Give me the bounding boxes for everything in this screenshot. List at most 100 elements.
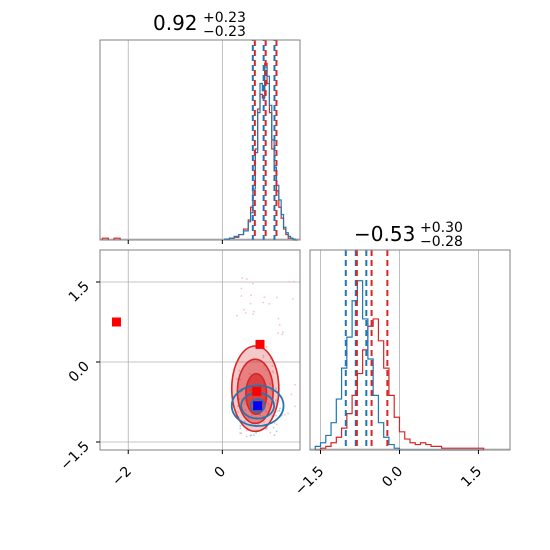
- sample-point-a: [250, 434, 253, 437]
- sample-point-b: [243, 399, 246, 402]
- sample-point-a: [275, 414, 277, 417]
- title-param1-median: 0.92: [153, 11, 198, 35]
- contour-a-level-1: [230, 384, 285, 427]
- sample-point-b: [271, 365, 274, 367]
- sample-point-a: [243, 420, 246, 423]
- tick-label-x-param1: −2: [109, 464, 135, 490]
- sample-point-b: [292, 298, 295, 300]
- sample-point-a: [250, 414, 253, 417]
- sample-point-a: [278, 409, 281, 412]
- sample-point-a: [265, 427, 268, 430]
- histogram-param2-panel: −1.5 0.0 1.5: [292, 249, 511, 499]
- sample-point-a: [243, 402, 246, 405]
- sample-point-b: [263, 365, 265, 368]
- tick-label-x-param2: 1.5: [458, 464, 485, 491]
- sample-point-b: [275, 296, 278, 299]
- sample-point-b: [277, 317, 280, 320]
- title-param2-plus: +0.30: [420, 220, 463, 236]
- sample-point-b: [252, 310, 255, 313]
- sample-point-b: [250, 294, 252, 297]
- histogram-param1-panel: [99, 39, 301, 244]
- sample-point-a: [236, 405, 239, 408]
- sample-point-b: [262, 354, 265, 357]
- tick-label-y-param2: −1.5: [57, 439, 92, 474]
- sample-point-b: [263, 421, 265, 424]
- sample-point-b: [252, 313, 254, 315]
- sample-point-b: [237, 411, 239, 413]
- sample-point-a: [275, 430, 278, 433]
- tick-label-y-param2: 0.0: [66, 359, 93, 386]
- sample-point-b: [268, 302, 271, 305]
- sample-point-b: [290, 393, 293, 396]
- hist1-frame: [99, 39, 301, 241]
- sample-point-a: [247, 417, 250, 420]
- sample-point-a: [255, 431, 258, 434]
- sample-point-b: [278, 324, 281, 326]
- sample-point-a: [239, 425, 242, 427]
- tick-label-x-param2: −1.5: [292, 464, 327, 499]
- sample-point-b: [235, 378, 238, 381]
- sample-point-b: [276, 410, 279, 413]
- sample-point-a: [273, 434, 276, 437]
- sample-point-b: [249, 302, 252, 305]
- histogram-param1-outlier-bin: [101, 237, 109, 240]
- sample-point-b: [240, 295, 243, 297]
- sample-point-b: [243, 308, 246, 311]
- sample-point-b: [264, 369, 267, 372]
- sample-point-b: [251, 282, 254, 285]
- marker-square-red: [252, 386, 262, 396]
- sample-point-b: [240, 287, 243, 290]
- sample-point-a: [244, 409, 247, 411]
- marker-square-red: [111, 317, 121, 327]
- sample-point-b: [281, 333, 284, 336]
- histogram-param2-series-b: [315, 318, 485, 451]
- sample-point-a: [253, 434, 255, 436]
- tick-label-x-param2: 0.0: [379, 464, 406, 491]
- sample-point-b: [262, 356, 265, 359]
- histogram-param1-outlier-bin: [113, 237, 121, 240]
- sample-point-b: [269, 431, 272, 434]
- sample-point-a: [265, 410, 267, 413]
- marker-square-red: [255, 339, 265, 349]
- sample-point-a: [272, 426, 275, 429]
- sample-point-b: [248, 372, 251, 375]
- sample-point-b: [236, 314, 238, 317]
- sample-point-b: [293, 280, 295, 283]
- sample-point-b: [240, 432, 243, 435]
- tick-label-y-param2: 1.5: [66, 279, 93, 306]
- marker-square-blue: [253, 401, 263, 411]
- sample-point-a: [275, 399, 277, 401]
- tick-label-x-param1: 0: [212, 464, 230, 482]
- title-param2-minus: −0.28: [420, 234, 463, 250]
- histogram-param1-series-a: [224, 66, 298, 241]
- sample-point-b: [265, 346, 268, 348]
- sample-point-b: [287, 412, 289, 415]
- sample-point-a: [275, 387, 278, 390]
- sample-point-a: [259, 414, 261, 417]
- sample-point-b: [241, 277, 243, 280]
- title-param1-plus: +0.23: [203, 10, 246, 26]
- sample-point-b: [283, 413, 286, 416]
- hist2-frame: [309, 249, 511, 451]
- sample-point-a: [239, 432, 242, 435]
- sample-point-b: [271, 370, 274, 372]
- sample-point-a: [267, 403, 270, 406]
- title-param2-median: −0.53: [354, 222, 415, 246]
- sample-point-b: [245, 278, 248, 280]
- sample-point-b: [275, 423, 278, 426]
- histogram-param1-series-b: [224, 62, 298, 241]
- sample-point-a: [279, 407, 281, 410]
- sample-point-b: [281, 331, 284, 334]
- sample-point-b: [272, 371, 275, 374]
- title-param1-minus: −0.23: [203, 24, 246, 40]
- sample-point-b: [294, 383, 296, 386]
- sample-point-b: [244, 312, 247, 314]
- scatter-frame: [99, 249, 301, 451]
- sample-point-b: [262, 301, 265, 304]
- sample-point-a: [239, 427, 242, 430]
- contour-a-level-3: [249, 398, 266, 414]
- sample-point-b: [245, 435, 248, 438]
- scatter-2d-panel: −2 0 −1.5 0.0 1.5: [57, 249, 301, 490]
- sample-point-b: [238, 369, 241, 372]
